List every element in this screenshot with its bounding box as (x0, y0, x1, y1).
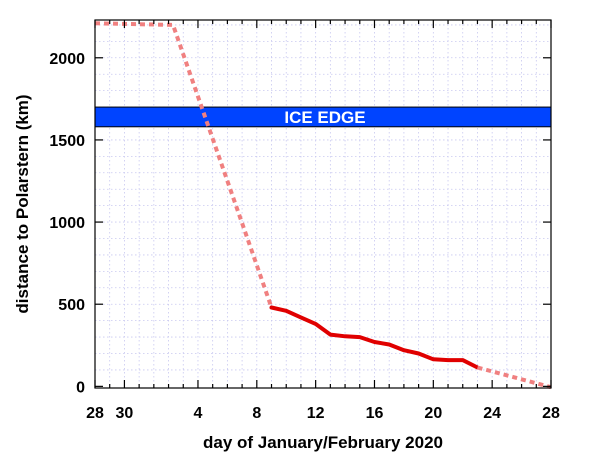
y-tick-label: 1000 (49, 215, 85, 232)
x-tick-label: 4 (194, 405, 203, 422)
y-tick-label: 2000 (49, 51, 85, 68)
x-tick-label: 16 (366, 405, 384, 422)
x-tick-label: 30 (116, 405, 134, 422)
plot-frame (94, 19, 552, 389)
y-tick-label: 1500 (49, 133, 85, 150)
y-tick-label: 500 (58, 297, 85, 314)
series-line-2 (269, 305, 480, 370)
x-tick-label: 12 (307, 405, 325, 422)
x-tick-label: 8 (252, 405, 261, 422)
y-tick-label: 0 (76, 379, 85, 396)
y-axis-label: distance to Polarstern (km) (13, 94, 32, 313)
x-axis-label: day of January/February 2020 (203, 433, 443, 452)
series-group (94, 21, 552, 390)
grid (95, 20, 551, 388)
x-tick-label: 24 (483, 405, 501, 422)
series-line-3 (476, 365, 552, 390)
x-tick-label: 28 (542, 405, 560, 422)
ice-edge-label: ICE EDGE (284, 108, 365, 127)
x-tick-label: 20 (424, 405, 442, 422)
ice-edge-band: ICE EDGE (94, 106, 552, 128)
x-tick-label: 28 (86, 405, 104, 422)
